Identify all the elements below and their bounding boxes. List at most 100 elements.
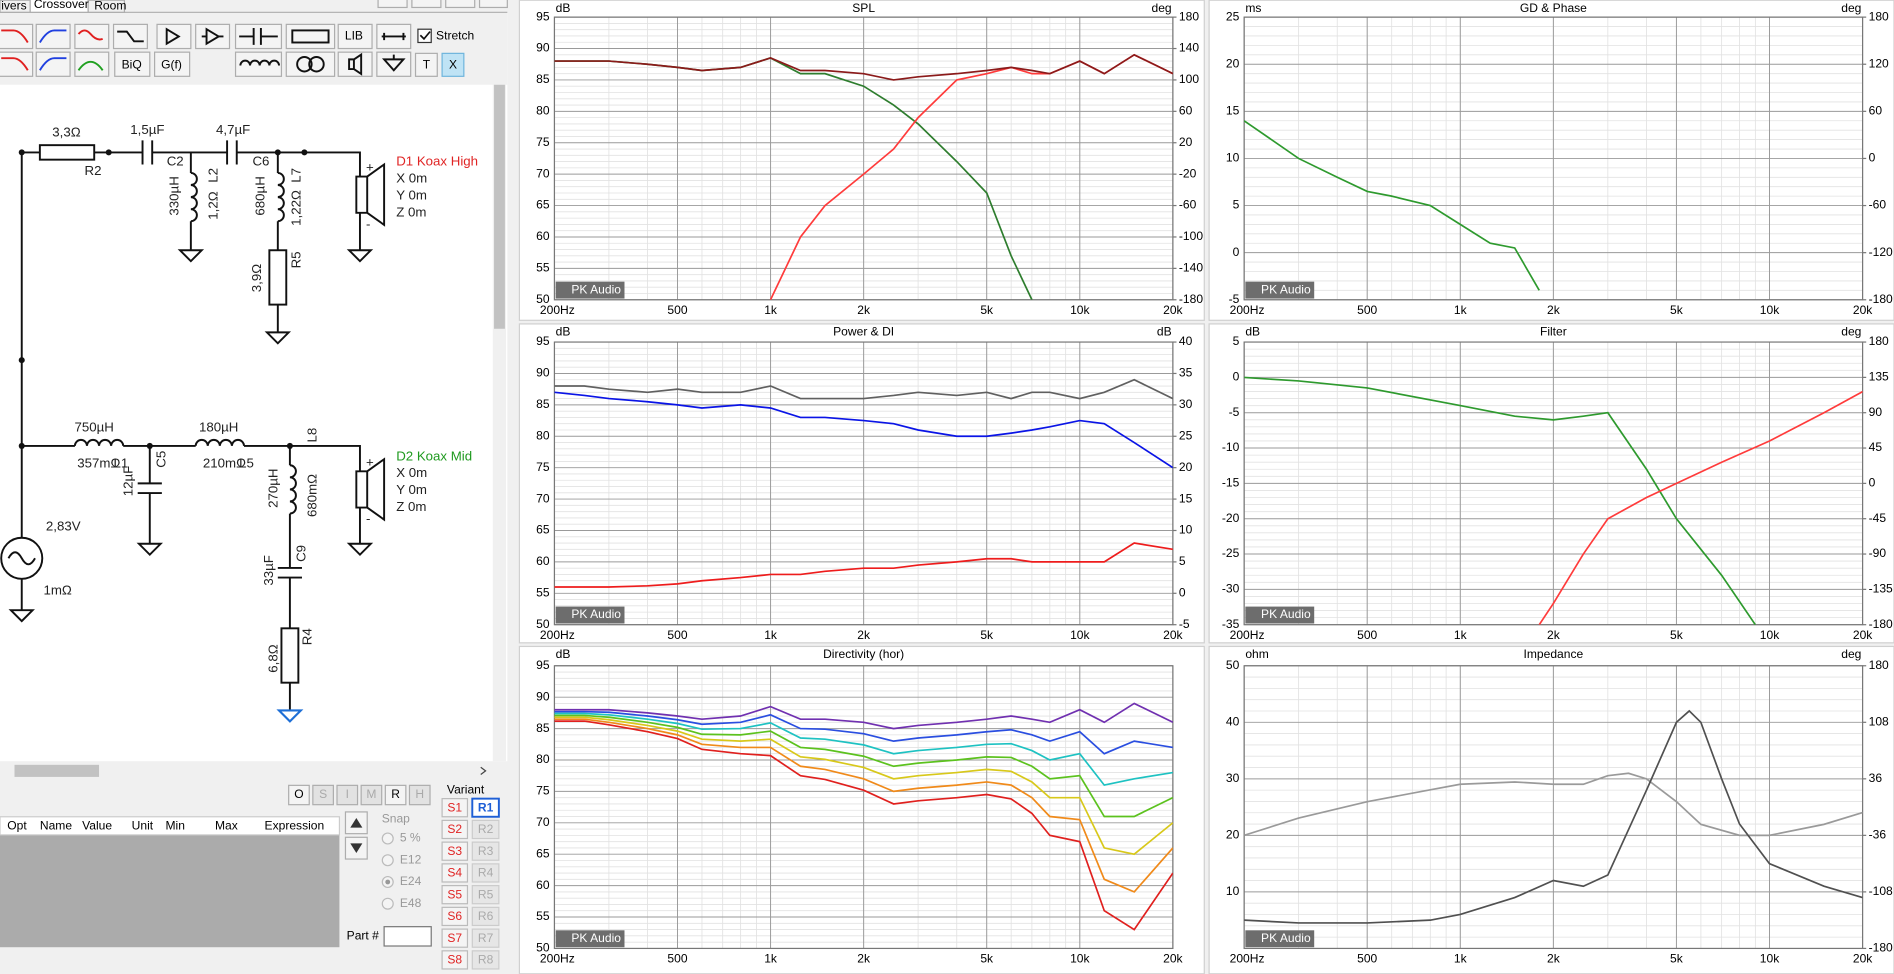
- y-axis-label: ohm: [1245, 647, 1268, 661]
- button-label[interactable]: G(f): [161, 58, 182, 72]
- flag-button[interactable]: [288, 784, 310, 806]
- icon: [381, 32, 406, 41]
- tool-button[interactable]: [114, 51, 151, 77]
- resistor: [38, 144, 96, 161]
- tool-button-active[interactable]: [441, 52, 465, 77]
- tool-button[interactable]: [156, 23, 192, 50]
- flag-button-label[interactable]: I: [346, 787, 349, 801]
- variant-button[interactable]: [471, 819, 500, 840]
- tool-button[interactable]: [285, 51, 336, 77]
- variant-label[interactable]: R4: [478, 866, 494, 880]
- variant-button[interactable]: [441, 863, 469, 883]
- scroll-right-arrow[interactable]: [480, 766, 487, 775]
- tool-button[interactable]: [74, 51, 110, 77]
- tab[interactable]: [87, 0, 126, 13]
- h-scroll-thumb[interactable]: [14, 764, 100, 777]
- tool-button[interactable]: [154, 51, 191, 77]
- small-button[interactable]: [445, 0, 476, 9]
- variant-button[interactable]: [441, 885, 469, 905]
- tool-button[interactable]: [337, 51, 373, 77]
- variant-button[interactable]: [471, 950, 500, 970]
- v-scroll-thumb[interactable]: [494, 84, 505, 329]
- tool-button[interactable]: [0, 51, 34, 77]
- variant-button[interactable]: [441, 950, 469, 970]
- tool-button[interactable]: [285, 23, 336, 50]
- tool-button[interactable]: [195, 23, 231, 50]
- tool-button[interactable]: [35, 23, 71, 50]
- variant-button[interactable]: [471, 863, 500, 883]
- x-tick-label: 500: [667, 628, 687, 642]
- tool-button[interactable]: [234, 51, 283, 77]
- variant-button[interactable]: [471, 906, 500, 927]
- variant-label[interactable]: S6: [447, 909, 462, 923]
- button-label[interactable]: LIB: [345, 29, 363, 43]
- schematic-canvas: [0, 12, 508, 762]
- radio[interactable]: [381, 854, 394, 867]
- ground-selected[interactable]: [276, 709, 304, 723]
- watermark-bg: [1245, 606, 1315, 624]
- flag-button[interactable]: [336, 784, 359, 806]
- tool-button[interactable]: [414, 52, 438, 77]
- flag-button[interactable]: [408, 784, 431, 806]
- x-tick-label: 20k: [1853, 628, 1873, 642]
- x-tick-label: 500: [1357, 951, 1377, 965]
- h-scrollbar[interactable]: [0, 763, 493, 779]
- y2-tick-label: 140: [1179, 41, 1199, 55]
- variant-button[interactable]: [471, 928, 500, 948]
- button-label[interactable]: BiQ: [122, 58, 142, 72]
- variant-label[interactable]: R2: [478, 822, 494, 836]
- checkbox[interactable]: [417, 28, 432, 44]
- y-tick-label: -5: [1229, 292, 1240, 306]
- y-axis-label: dB: [556, 1, 571, 15]
- small-button[interactable]: [377, 0, 408, 9]
- variant-label[interactable]: S5: [447, 887, 462, 901]
- component-label: 750µH: [75, 419, 114, 434]
- variant-label[interactable]: S2: [447, 822, 462, 836]
- variant-label[interactable]: R7: [478, 931, 494, 945]
- button-label[interactable]: T: [423, 58, 431, 72]
- tool-button[interactable]: [337, 23, 373, 50]
- variant-button[interactable]: [441, 906, 469, 927]
- variant-label[interactable]: S3: [447, 844, 462, 858]
- variant-button[interactable]: [441, 819, 469, 840]
- flag-button-label[interactable]: O: [294, 787, 303, 801]
- flag-button[interactable]: [312, 784, 334, 806]
- variant-label[interactable]: R3: [478, 844, 494, 858]
- variant-label[interactable]: S8: [447, 953, 462, 967]
- icon: [201, 27, 224, 46]
- radio[interactable]: [381, 832, 394, 845]
- flag-button[interactable]: [384, 784, 407, 806]
- variant-label[interactable]: R1: [478, 800, 494, 814]
- small-button[interactable]: [411, 0, 442, 9]
- variant-label[interactable]: S7: [447, 931, 462, 945]
- y-tick-label: 25: [1226, 9, 1240, 23]
- component-label: 1,22Ω: [289, 190, 304, 226]
- tool-button[interactable]: [0, 23, 34, 50]
- variant-button[interactable]: [441, 928, 469, 948]
- variant-button[interactable]: [471, 885, 500, 905]
- variant-button[interactable]: [471, 841, 500, 861]
- column-header: Unit: [132, 819, 154, 833]
- flag-button[interactable]: [360, 784, 383, 806]
- flag-button-label[interactable]: M: [366, 787, 376, 801]
- variant-label[interactable]: S1: [447, 800, 462, 814]
- part-input[interactable]: [383, 926, 432, 947]
- variant-label[interactable]: R8: [478, 953, 494, 967]
- column-header: Min: [165, 819, 184, 833]
- parameters: O S I M R H Opt Name Value Unit Min Max Expression Sn…: [0, 782, 500, 970]
- tool-button[interactable]: [35, 51, 71, 77]
- radio[interactable]: [381, 897, 394, 910]
- y2-tick-label: 135: [1869, 370, 1889, 384]
- variant-label[interactable]: R5: [478, 887, 494, 901]
- variant-button[interactable]: [441, 798, 469, 818]
- button-label[interactable]: X: [449, 58, 457, 72]
- flag-button-label[interactable]: H: [415, 787, 424, 801]
- variant-button[interactable]: [471, 797, 500, 818]
- flag-button-label[interactable]: S: [319, 787, 327, 801]
- variant-label[interactable]: R6: [478, 909, 494, 923]
- y2-axis-label: deg: [1841, 1, 1861, 15]
- variant-button[interactable]: [441, 841, 469, 861]
- variant-label[interactable]: S4: [447, 866, 462, 880]
- small-button[interactable]: [478, 0, 508, 9]
- flag-button-label[interactable]: R: [391, 787, 400, 801]
